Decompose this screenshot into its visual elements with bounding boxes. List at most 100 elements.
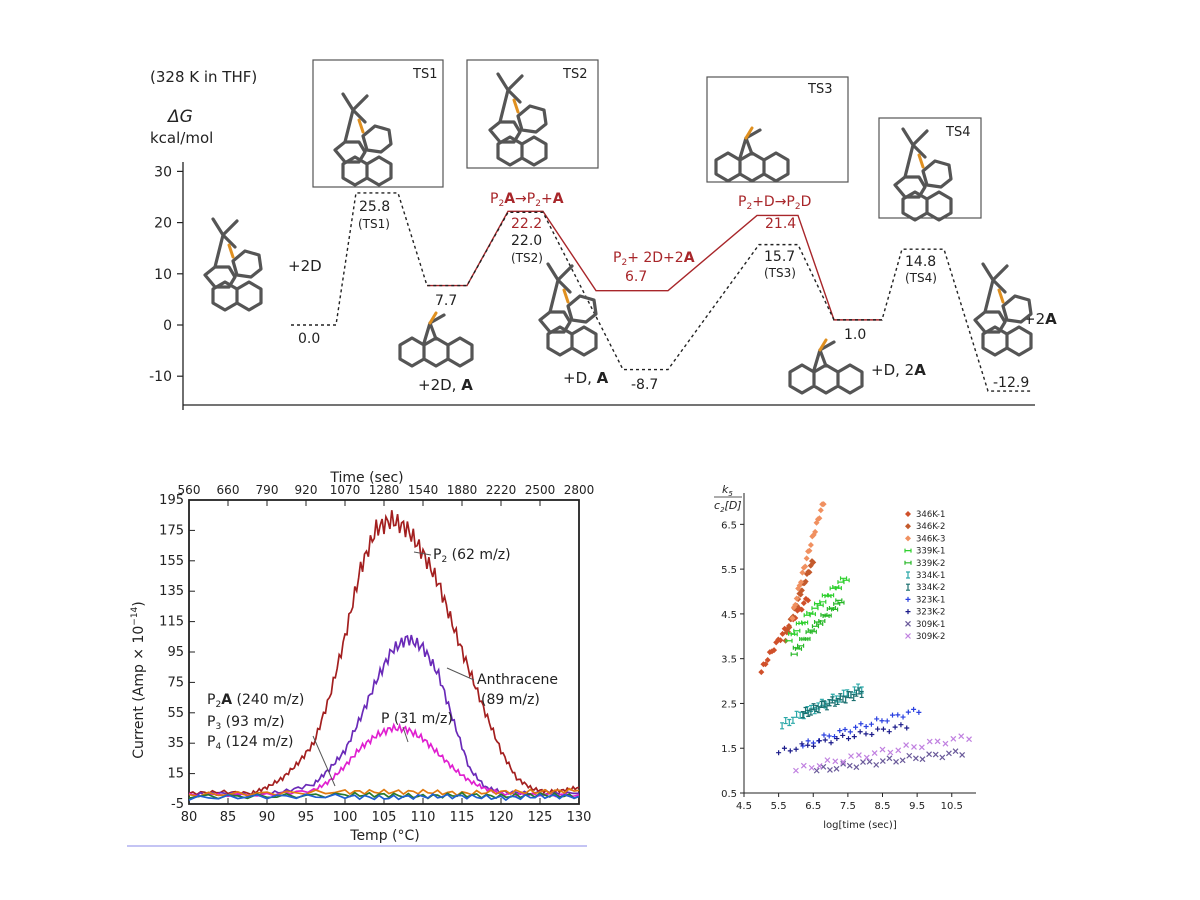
y-axis-label: Current (Amp × 10−14) [130, 601, 147, 759]
ts3-box: TS3 [706, 76, 849, 183]
ts2-box: TS2 [466, 59, 599, 169]
y-tick-label: 4.5 [721, 610, 737, 621]
top-tick-label: 1070 [330, 483, 361, 497]
data-point [789, 615, 796, 622]
data-point [785, 638, 793, 643]
data-point [863, 724, 869, 730]
data-point [790, 716, 795, 724]
y-ticks: 6.5 5.5 4.5 3.5 2.5 1.5 0.5 [721, 520, 744, 800]
data-point [932, 751, 939, 758]
annotation-p2a-to-p2-plus-a: P2A→P2+A [490, 191, 564, 209]
data-point [811, 703, 816, 711]
data-point [835, 598, 843, 603]
y-ticks: 195 175 155 135 115 95 75 55 35 15 -5 [159, 493, 195, 812]
data-point [959, 751, 966, 758]
data-point [926, 738, 933, 745]
data-point [781, 625, 788, 632]
y-tick-label: 10 [154, 267, 172, 283]
legend-marker [905, 523, 911, 530]
y-tick-label: 30 [154, 164, 172, 180]
data-point [853, 724, 859, 730]
data-point [816, 702, 821, 710]
label-15.7: 15.7 [764, 249, 795, 265]
data-point [830, 607, 839, 612]
legend-p4: P4 (124 m/z) [207, 734, 293, 752]
species-plus-2a: +2A [1023, 310, 1057, 328]
data-point [800, 600, 807, 607]
annotation-anthracene: Anthracene [477, 672, 558, 688]
data-point [873, 761, 880, 768]
top-tick-label: 660 [217, 483, 240, 497]
data-point [859, 690, 864, 699]
data-point [838, 693, 843, 701]
data-point [794, 710, 799, 718]
data-point [816, 622, 824, 627]
data-point [946, 750, 952, 757]
data-point [824, 613, 832, 618]
data-point [879, 746, 886, 753]
legend-marker [905, 609, 911, 615]
data-point [808, 612, 816, 617]
top-tick-label: 1280 [369, 483, 400, 497]
label-22.2: 22.2 [511, 216, 542, 232]
energy-path-red [427, 210, 882, 321]
data-point [840, 760, 847, 767]
x-tick-label: 95 [298, 810, 315, 825]
label-1.0: 1.0 [844, 327, 866, 343]
data-point [790, 652, 798, 657]
data-point [806, 547, 813, 554]
x-tick-label: 4.5 [736, 801, 752, 812]
data-point [895, 712, 901, 718]
data-point [811, 606, 819, 611]
data-point [887, 749, 894, 756]
data-point [817, 507, 824, 514]
svg-text:(328 K in THF): (328 K in THF) [150, 68, 257, 86]
legend-marker [904, 560, 912, 565]
legend-marker [905, 596, 911, 602]
data-point [851, 693, 856, 702]
data-point [812, 528, 819, 535]
data-point [799, 569, 806, 576]
species-plus-d-a: +D, A [563, 369, 609, 387]
legend-marker [906, 571, 910, 579]
data-point [814, 704, 819, 713]
x-tick-label: 80 [181, 810, 198, 825]
data-point [939, 754, 946, 761]
svg-text:TS1: TS1 [412, 67, 437, 82]
data-point [773, 639, 780, 646]
data-point [903, 742, 910, 748]
data-point [899, 757, 906, 764]
label-14.8: 14.8 [905, 254, 936, 270]
data-point [863, 754, 870, 761]
legend-marker [905, 535, 911, 542]
data-point [818, 618, 826, 623]
x-tick-label: 110 [411, 810, 436, 825]
legend-label: 346K-2 [916, 522, 945, 532]
data-point [840, 732, 846, 738]
label-22.0: 22.0 [511, 233, 542, 249]
annotation-p31: P (31 m/z) [381, 711, 453, 727]
x-tick-label: 130 [567, 810, 592, 825]
y-tick-label: 135 [159, 584, 184, 599]
data-point [848, 753, 854, 760]
data-point [855, 752, 862, 759]
top-tick-label: 920 [295, 483, 318, 497]
data-point [879, 758, 886, 764]
data-point [966, 736, 972, 743]
data-point [794, 607, 801, 614]
y-tick-label: 35 [167, 736, 184, 751]
data-point [857, 687, 862, 695]
legend-label: 339K-2 [916, 559, 945, 569]
label-ts1: (TS1) [358, 217, 390, 231]
data-point [793, 628, 801, 633]
data-point [803, 636, 811, 641]
data-point [918, 744, 925, 751]
data-point [777, 637, 784, 644]
x-tick-label: 9.5 [909, 801, 925, 812]
top-tick-label: 1540 [408, 483, 439, 497]
data-point [797, 591, 804, 598]
data-point [886, 729, 892, 735]
label-0.0: 0.0 [298, 331, 320, 347]
y-tick-label: 3.5 [721, 655, 737, 666]
molecule-intermediate-1 [398, 311, 474, 368]
